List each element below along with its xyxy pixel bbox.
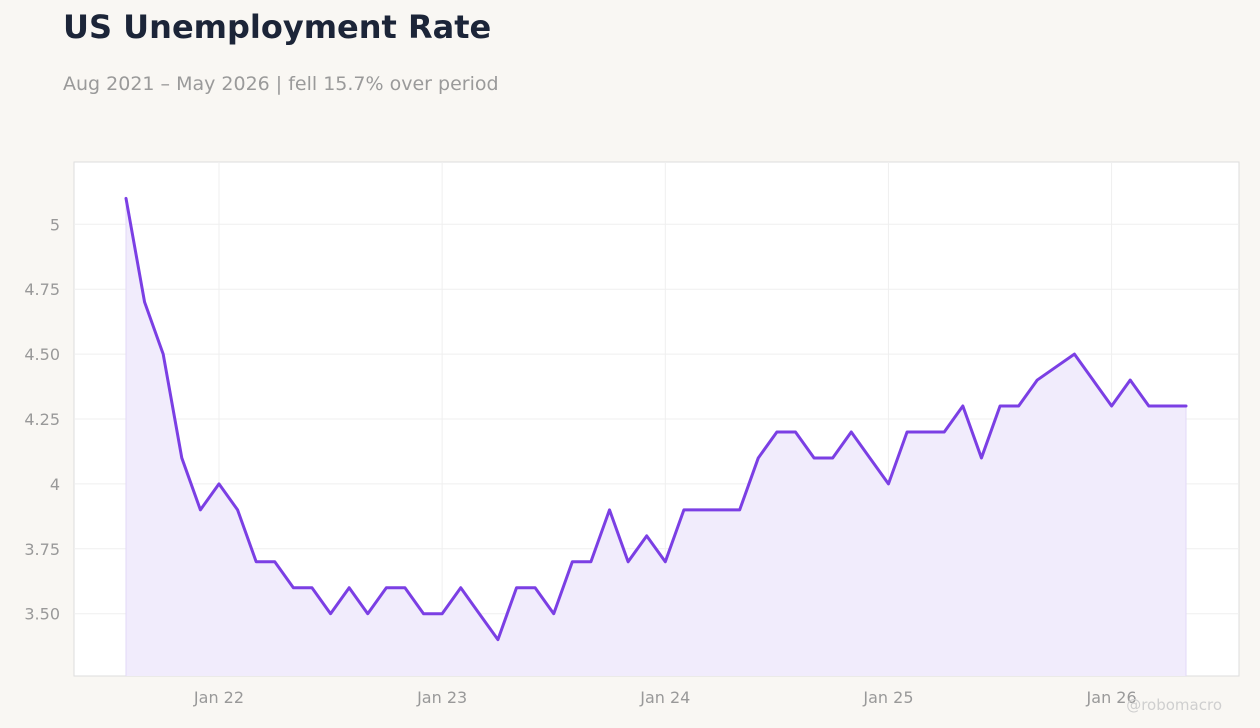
series-area xyxy=(126,198,1186,676)
y-tick-label: 3.75 xyxy=(24,540,60,559)
x-tick-label: Jan 23 xyxy=(416,688,467,707)
x-tick-label: Jan 24 xyxy=(639,688,690,707)
series-line xyxy=(124,196,1188,642)
line-layer xyxy=(124,196,1188,642)
chart-title: US Unemployment Rate xyxy=(63,8,492,46)
y-tick-label: 4.75 xyxy=(24,280,60,299)
chart-subtitle: Aug 2021 – May 2026 | fell 15.7% over pe… xyxy=(63,73,499,95)
x-axis: Jan 22 Jan 23 Jan 24 Jan 25 Jan 26 xyxy=(193,688,1137,707)
x-tick-label: Jan 26 xyxy=(1086,688,1137,707)
y-axis: 3.50 3.75 4 4.25 4.50 4.75 5 xyxy=(24,215,60,623)
y-tick-label: 4 xyxy=(50,475,60,494)
x-tick-label: Jan 22 xyxy=(193,688,244,707)
x-tick-label: Jan 25 xyxy=(862,688,913,707)
y-tick-label: 3.50 xyxy=(24,605,60,624)
y-tick-label: 4.50 xyxy=(24,345,60,364)
y-tick-label: 4.25 xyxy=(24,410,60,429)
y-tick-label: 5 xyxy=(50,215,60,234)
area-layer xyxy=(125,198,1187,676)
watermark: @robomacro xyxy=(1126,696,1222,714)
